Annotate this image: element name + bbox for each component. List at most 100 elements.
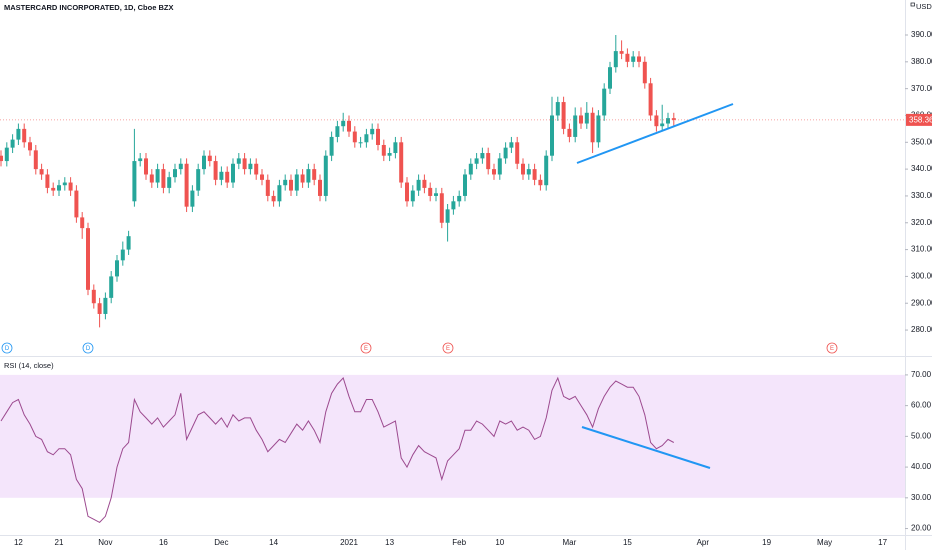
y-tick-label: 30.00 bbox=[911, 493, 932, 502]
last-price-box bbox=[906, 113, 932, 126]
candle-body bbox=[480, 153, 485, 159]
candle-body bbox=[445, 209, 450, 223]
candle-body bbox=[242, 158, 247, 170]
candle-body bbox=[207, 155, 212, 162]
rsi-layer bbox=[0, 376, 675, 524]
y-tick-label: 380.00 bbox=[911, 57, 932, 66]
candle-body bbox=[74, 190, 79, 218]
candle-body bbox=[468, 163, 473, 175]
candle-body bbox=[306, 169, 311, 183]
candle-body bbox=[515, 142, 520, 164]
candle-body bbox=[613, 51, 618, 68]
candle-body bbox=[323, 155, 328, 196]
currency: USD bbox=[916, 2, 932, 11]
event-label: E bbox=[364, 346, 368, 352]
candle-body bbox=[144, 158, 148, 175]
candle-body bbox=[178, 163, 183, 170]
candle-body bbox=[422, 179, 427, 188]
lock-icon bbox=[910, 2, 915, 7]
candle-body bbox=[474, 158, 479, 164]
candle-body bbox=[161, 169, 166, 188]
candle-body bbox=[0, 155, 3, 162]
candle-body bbox=[526, 169, 531, 175]
x-tick-label: May bbox=[817, 538, 832, 547]
y-tick-label: 50.00 bbox=[911, 431, 932, 440]
candle-body bbox=[335, 126, 340, 137]
candle-body bbox=[236, 158, 241, 164]
y-tick-label: 330.00 bbox=[911, 191, 932, 200]
event-layer: D ED E E bbox=[1, 342, 838, 354]
candle-body bbox=[22, 128, 27, 143]
candle-body bbox=[312, 169, 317, 180]
band-layer bbox=[0, 374, 905, 498]
y-tick-label: 70.00 bbox=[911, 370, 932, 379]
y-tick-label: 290.00 bbox=[911, 298, 932, 307]
candle-body bbox=[584, 112, 589, 124]
candle-body bbox=[184, 163, 189, 207]
y-tick-label: 310.00 bbox=[911, 245, 932, 254]
event-label: D bbox=[5, 346, 10, 352]
rsi-line bbox=[0, 376, 675, 524]
candle-body bbox=[463, 174, 467, 196]
candle-body bbox=[132, 161, 137, 202]
y-tick-label: 340.00 bbox=[911, 164, 932, 173]
x-tick-label: 15 bbox=[623, 538, 632, 547]
candle-body bbox=[271, 195, 276, 202]
x-tick-label: 17 bbox=[878, 538, 887, 547]
candle-body bbox=[555, 102, 560, 116]
candle-body bbox=[86, 228, 90, 290]
candle-body bbox=[155, 169, 160, 183]
candle-body bbox=[202, 155, 206, 170]
y-tick-label: 320.00 bbox=[911, 218, 932, 227]
candle-body bbox=[625, 53, 630, 62]
candle-body bbox=[608, 67, 612, 89]
candle-body bbox=[57, 185, 61, 191]
candle-body bbox=[341, 120, 346, 127]
candle-body bbox=[451, 201, 456, 210]
candle-body bbox=[329, 136, 334, 156]
candle-body bbox=[631, 56, 636, 62]
event-marker[interactable]: E bbox=[826, 342, 838, 354]
y-tick-label: 20.00 bbox=[911, 524, 932, 533]
candle-body bbox=[660, 123, 665, 127]
x-tick-label: 2021 bbox=[340, 538, 358, 547]
candle-body bbox=[561, 102, 566, 129]
candle-body bbox=[544, 155, 549, 186]
candle-body bbox=[51, 187, 56, 191]
currency-box[interactable]: USD bbox=[910, 2, 932, 11]
y-tick-label: 60.00 bbox=[911, 401, 932, 410]
candle-body bbox=[497, 158, 502, 175]
candle-body bbox=[248, 163, 253, 170]
event-marker[interactable]: D bbox=[1, 342, 13, 354]
candle-body bbox=[225, 171, 230, 183]
price-layer bbox=[0, 35, 905, 328]
candle-body bbox=[573, 115, 578, 137]
x-tick-label: Feb bbox=[452, 538, 466, 547]
x-tick-label: 21 bbox=[55, 538, 64, 547]
candle-body bbox=[213, 161, 218, 180]
candle-body bbox=[126, 236, 131, 250]
candle-body bbox=[590, 112, 595, 143]
candle-body bbox=[138, 158, 143, 162]
candle-body bbox=[619, 51, 624, 54]
trend-line[interactable] bbox=[576, 103, 734, 164]
candle-body bbox=[602, 88, 607, 116]
candle-body bbox=[596, 115, 601, 143]
candle-body bbox=[115, 260, 119, 277]
candle-body bbox=[439, 193, 444, 223]
candle-body bbox=[28, 142, 32, 151]
event-circle bbox=[360, 342, 372, 354]
event-marker[interactable]: E bbox=[360, 342, 372, 354]
candle-body bbox=[457, 195, 462, 202]
last-price-label: 358.36 bbox=[909, 115, 932, 124]
candle-body bbox=[300, 174, 305, 183]
x-tick-label: 10 bbox=[495, 538, 504, 547]
trend-line[interactable] bbox=[581, 426, 711, 469]
candle-body bbox=[120, 249, 125, 261]
candle-body bbox=[318, 179, 322, 196]
event-marker[interactable]: D bbox=[82, 342, 94, 354]
candle-body bbox=[91, 289, 96, 304]
event-label: E bbox=[446, 346, 450, 352]
event-marker[interactable]: E bbox=[442, 342, 454, 354]
candle-body bbox=[109, 276, 114, 298]
